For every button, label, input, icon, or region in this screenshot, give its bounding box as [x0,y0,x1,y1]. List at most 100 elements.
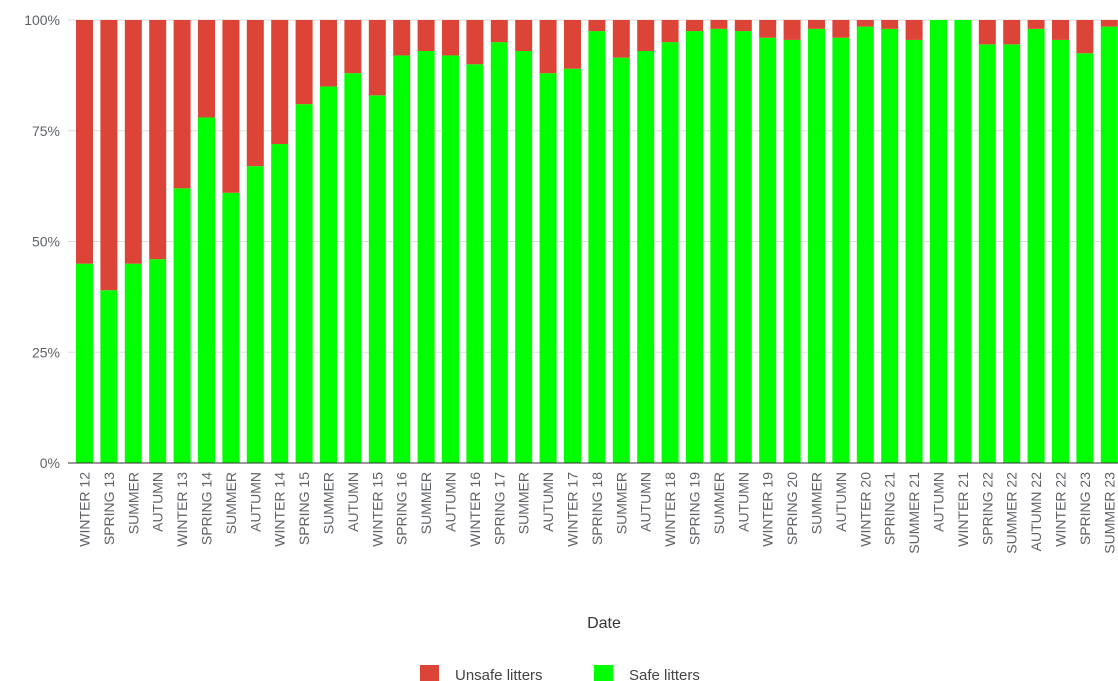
bar-unsafe-litters [710,20,728,29]
bar-safe-litters [759,37,777,463]
bar-safe-litters [881,28,899,464]
x-tick-label: AUTUMN [247,472,263,532]
bar-unsafe-litters [832,20,850,38]
x-tick-label: WINTER 14 [272,472,288,547]
x-tick-label: SUMMER 21 [906,472,922,554]
bar-unsafe-litters [808,20,825,29]
x-tick-label: SUMMER [321,472,337,534]
bar-safe-litters [905,39,923,464]
x-tick-label: AUTUMN [540,472,556,532]
bar-unsafe-litters [271,20,289,145]
x-tick-label: WINTER 12 [77,472,93,547]
bar-safe-litters [149,259,167,463]
x-tick-label: SUMMER [613,472,629,534]
bar-unsafe-litters [368,20,386,96]
bar-unsafe-litters [417,20,435,52]
legend: Unsafe litters Safe litters [420,665,700,681]
bar-unsafe-litters [466,20,484,65]
x-tick-label: SUMMER [418,472,434,534]
bar-unsafe-litters [442,20,459,56]
bar-unsafe-litters [564,20,581,69]
x-tick-label: AUTUMN [345,472,361,532]
bar-unsafe-litters [978,20,996,45]
x-tick-label: SUMMER [223,472,239,534]
x-tick-label: SUMMER 22 [1004,472,1020,554]
y-tick-label: 0% [40,455,60,471]
bar-safe-litters [246,166,264,463]
bar-unsafe-litters [344,20,362,74]
x-tick-label: SPRING 16 [394,472,410,545]
bar-safe-litters [76,263,93,463]
x-tick-label: SUMMER [809,472,825,534]
bar-safe-litters [417,51,435,463]
x-tick-label: SPRING 21 [882,472,898,545]
x-tick-label: SUMMER [125,472,141,534]
bar-unsafe-litters [881,20,899,29]
bar-safe-litters [637,51,655,463]
x-tick-label: SPRING 13 [101,472,117,545]
x-axis-tick-labels: WINTER 12 SPRING 13 SUMMER AUTUMN WINTER 13 S… [77,472,1118,554]
bar-unsafe-litters [905,20,923,40]
bar-safe-litters [930,20,947,463]
bar-unsafe-litters [1027,20,1045,29]
bar-unsafe-litters [856,20,874,27]
bar-safe-litters [954,20,972,463]
bar-unsafe-litters [295,20,313,105]
x-tick-label: SUMMER 23 [1101,472,1117,554]
bar-safe-litters [539,73,557,463]
bar-safe-litters [173,188,191,463]
bar-safe-litters [368,95,386,463]
x-tick-label: WINTER 21 [955,472,971,547]
x-tick-label: SPRING 17 [491,472,507,545]
bar-unsafe-litters [246,20,264,167]
y-axis-tick-labels: 0% 25% 50% 75% 100% [24,12,60,471]
y-tick-label: 100% [24,12,60,28]
legend-swatch-safe [594,665,613,681]
x-tick-label: SUMMER [516,472,532,534]
bar-safe-litters [686,31,703,463]
bar-safe-litters [564,68,581,463]
x-axis-title: Date [587,615,621,632]
bar-safe-litters [271,144,289,464]
bar-safe-litters [124,263,142,463]
x-tick-label: SPRING 14 [199,472,215,545]
bar-safe-litters [710,28,728,464]
x-tick-label: WINTER 13 [174,472,190,547]
x-tick-label: WINTER 20 [857,472,873,547]
bar-safe-litters [198,117,215,464]
bar-unsafe-litters [686,20,703,32]
bar-safe-litters [588,31,606,463]
bar-unsafe-litters [539,20,557,74]
legend-label-safe: Safe litters [629,667,700,681]
bar-unsafe-litters [612,20,630,58]
bar-unsafe-litters [198,20,215,118]
bar-safe-litters [295,104,313,464]
bar-safe-litters [612,57,630,463]
bar-safe-litters [734,31,752,463]
x-tick-label: AUTUMN [735,472,751,532]
bar-safe-litters [661,42,679,464]
bar-safe-litters [1052,39,1069,464]
bars-layer [76,20,1118,464]
bar-safe-litters [978,44,996,464]
x-tick-label: WINTER 19 [760,472,776,547]
bar-unsafe-litters [661,20,679,43]
x-tick-label: SPRING 15 [296,472,312,545]
x-tick-label: SPRING 22 [979,472,995,545]
x-tick-label: AUTUMN 22 [1028,472,1044,552]
bar-unsafe-litters [1003,20,1021,45]
bar-safe-litters [100,290,118,463]
x-tick-label: AUTUMN [638,472,654,532]
bar-safe-litters [856,26,874,464]
x-tick-label: SPRING 18 [589,472,605,545]
x-tick-label: SPRING 20 [784,472,800,545]
bar-unsafe-litters [393,20,411,56]
bar-safe-litters [393,55,411,463]
bar-unsafe-litters [124,20,142,264]
bar-unsafe-litters [588,20,606,32]
x-tick-label: AUTUMN [833,472,849,532]
bar-safe-litters [490,42,508,464]
x-tick-label: SPRING 19 [687,472,703,545]
bar-safe-litters [320,86,337,463]
bar-unsafe-litters [734,20,752,32]
